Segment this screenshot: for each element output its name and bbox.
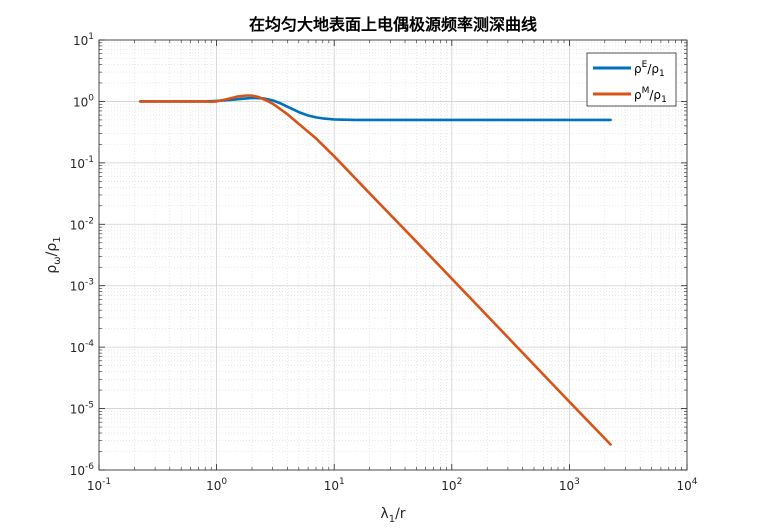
x-tick-label: 100 <box>206 477 227 493</box>
series-line-1 <box>138 96 612 122</box>
legend-label-series-2: ρM/ρ1 <box>634 86 667 105</box>
legend: ρE/ρ1 ρM/ρ1 <box>586 52 677 107</box>
y-tick-label: 100 <box>73 93 94 109</box>
series-line-2 <box>138 94 612 446</box>
y-tick-label: 10-3 <box>70 278 94 294</box>
y-axis-label: ρω/ρ1 <box>44 236 63 273</box>
y-tick-label: 10-1 <box>70 155 94 171</box>
y-tick-label: 10-4 <box>70 339 95 355</box>
plot-area <box>99 40 687 470</box>
x-tick-label: 104 <box>676 477 697 493</box>
x-tick-labels: 10-1 100 101 102 103 104 <box>87 477 698 493</box>
series-layer <box>138 94 612 446</box>
y-tick-label: 10-2 <box>70 216 94 232</box>
legend-box <box>586 52 677 107</box>
y-tick-label: 101 <box>73 32 94 48</box>
x-tick-label: 101 <box>324 477 345 493</box>
legend-label-series-1: ρE/ρ1 <box>634 60 665 79</box>
chart-title: 在均匀大地表面上电偶极源频率测深曲线 <box>249 15 537 34</box>
x-tick-label: 102 <box>441 477 462 493</box>
plot-frame <box>98 39 688 471</box>
x-axis-label: λ1/r <box>380 506 405 525</box>
axis-ticks <box>98 39 688 471</box>
y-tick-label: 10-5 <box>70 401 94 417</box>
y-tick-label: 10-6 <box>70 462 95 478</box>
x-tick-label: 103 <box>559 477 580 493</box>
x-tick-label: 10-1 <box>87 477 111 493</box>
y-tick-labels: 10-6 10-5 10-4 10-3 10-2 10-1 100 101 <box>70 32 95 478</box>
